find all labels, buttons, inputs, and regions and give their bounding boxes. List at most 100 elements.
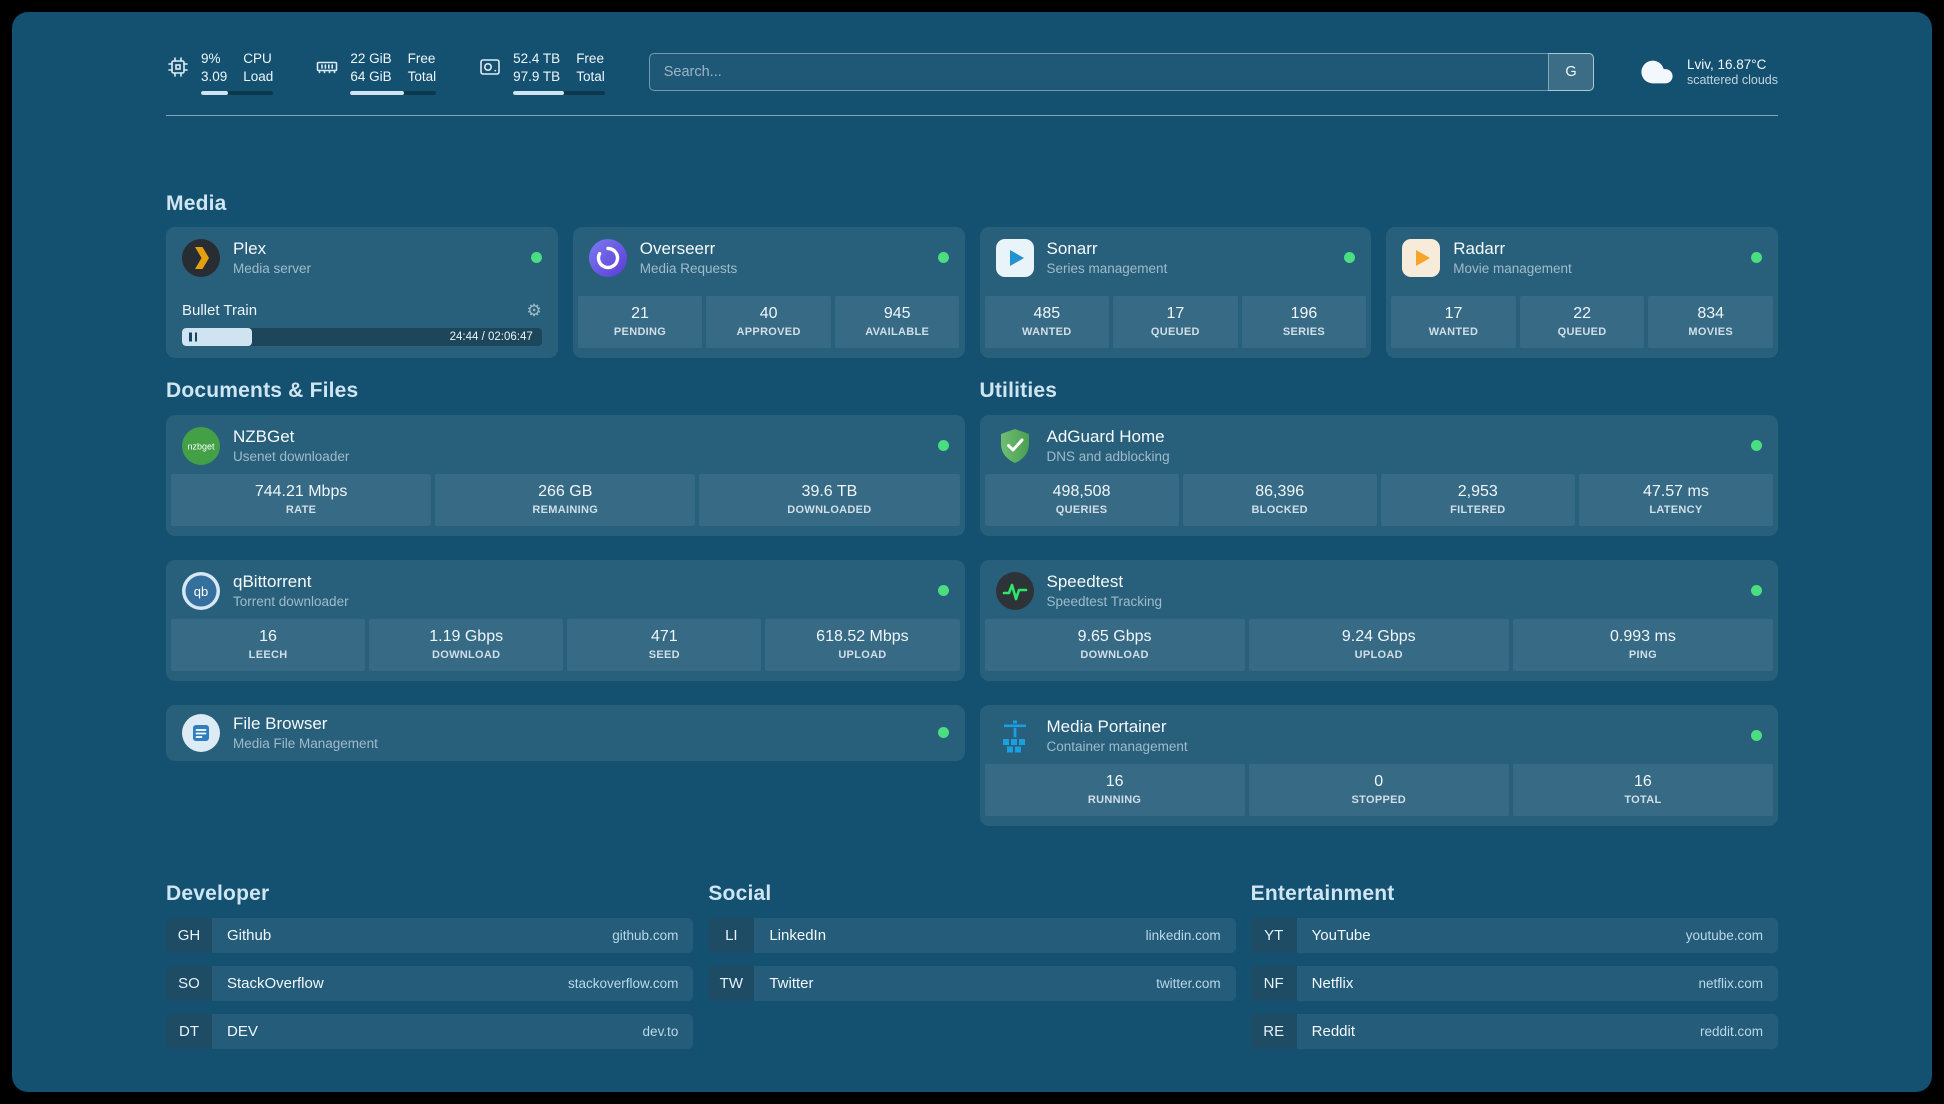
service-name: Speedtest — [1046, 572, 1124, 592]
settings-icon[interactable]: ⚙ — [526, 300, 542, 320]
documents-section: Documents & Files nzbget NZBGet Usenet d… — [166, 379, 965, 826]
overseerr-icon — [588, 238, 627, 277]
service-card-sonarr[interactable]: Sonarr Series management 485 WANTED 17 Q… — [979, 226, 1372, 358]
status-indicator — [530, 252, 542, 264]
bookmark-name: StackOverflow — [227, 974, 324, 992]
service-card-filebrowser[interactable]: File Browser Media File Management — [166, 704, 965, 761]
bookmark-domain: twitter.com — [1156, 975, 1221, 991]
service-subtitle: Speedtest Tracking — [1046, 594, 1163, 610]
service-subtitle: DNS and adblocking — [1046, 449, 1170, 465]
service-name: Media Portainer — [1046, 717, 1167, 737]
section-title-entertainment: Entertainment — [1250, 881, 1395, 905]
service-card-speedtest[interactable]: Speedtest Speedtest Tracking 9.65 Gbps D… — [979, 559, 1778, 681]
service-subtitle: Series management — [1046, 261, 1168, 277]
status-indicator — [937, 585, 949, 597]
service-card-qbittorrent[interactable]: qb qBittorrent Torrent downloader 16 — [166, 559, 965, 681]
cpu-labels: CPU Load — [243, 51, 274, 84]
service-subtitle: Media server — [233, 261, 312, 277]
speedtest-icon — [995, 571, 1034, 610]
service-subtitle: Media Requests — [639, 261, 738, 277]
bookmark-name: YouTube — [1311, 926, 1371, 944]
status-indicator — [937, 440, 949, 452]
service-card-nzbget[interactable]: nzbget NZBGet Usenet downloader 744.21 M… — [166, 414, 965, 536]
bookmark-abbr: GH — [166, 917, 212, 953]
service-card-adguard[interactable]: AdGuard Home DNS and adblocking 498,508 … — [979, 414, 1778, 536]
status-indicator — [937, 727, 949, 739]
search-form: G — [648, 53, 1594, 92]
filebrowser-icon — [182, 713, 220, 752]
search-provider-button[interactable]: G — [1547, 53, 1594, 92]
cloud-icon — [1638, 55, 1676, 89]
service-card-overseerr[interactable]: Overseerr Media Requests 21 PENDING 40 A… — [572, 226, 965, 358]
service-name: Sonarr — [1046, 239, 1098, 259]
disk-widget: 52.4 TB 97.9 TB Free Total — [478, 50, 605, 95]
bookmark-name: Github — [227, 926, 272, 944]
stat-movies: 834 MOVIES — [1648, 295, 1773, 348]
top-bar: 9% 3.09 CPU Load — [166, 50, 1778, 95]
service-card-portainer[interactable]: Media Portainer Container management 16 … — [979, 704, 1778, 826]
portainer-icon — [996, 717, 1034, 755]
bookmark-abbr: DT — [166, 1013, 212, 1049]
stat-ping: 0.993 ms PING — [1512, 618, 1774, 671]
bookmark-reddit[interactable]: RE Reddit reddit.com — [1250, 1013, 1778, 1049]
service-name: Radarr — [1453, 239, 1506, 259]
playback-time: 24:44 / 02:06:47 — [449, 330, 533, 343]
service-card-plex[interactable]: Plex Media server Bullet Train ⚙ — [166, 226, 558, 358]
status-indicator — [1751, 730, 1762, 742]
bookmark-youtube[interactable]: YT YouTube youtube.com — [1250, 917, 1778, 953]
playback-progress-bar[interactable]: 24:44 / 02:06:47 — [182, 327, 542, 346]
status-indicator — [1344, 252, 1356, 264]
memory-labels: Free Total — [407, 51, 437, 84]
bookmark-dev[interactable]: DT DEV dev.to — [166, 1013, 694, 1049]
section-title-media: Media — [166, 191, 227, 215]
cpu-progress-bar — [201, 90, 274, 95]
cpu-values: 9% 3.09 — [201, 51, 228, 84]
bookmark-github[interactable]: GH Github github.com — [166, 917, 694, 953]
stat-total: 16 TOTAL — [1512, 763, 1774, 816]
service-card-radarr[interactable]: Radarr Movie management 17 WANTED 22 QUE… — [1386, 226, 1778, 358]
stat-upload: 618.52 Mbps UPLOAD — [765, 618, 960, 671]
stat-leech: 16 LEECH — [171, 618, 366, 671]
stat-download: 1.19 Gbps DOWNLOAD — [369, 618, 564, 671]
status-indicator — [1751, 440, 1762, 452]
bookmark-domain: github.com — [612, 927, 679, 943]
utilities-section: Utilities — [979, 379, 1778, 826]
stat-running: 16 RUNNING — [984, 763, 1245, 816]
nzbget-icon: nzbget — [182, 426, 220, 465]
weather-condition: scattered clouds — [1686, 73, 1778, 88]
stat-downloaded: 39.6 TB DOWNLOADED — [699, 473, 960, 526]
stat-latency: 47.57 ms LATENCY — [1578, 473, 1773, 526]
status-indicator — [1751, 252, 1762, 264]
service-name: Overseerr — [639, 239, 716, 259]
pause-button[interactable] — [189, 332, 197, 342]
stat-blocked: 86,396 BLOCKED — [1182, 473, 1377, 526]
disk-progress-bar — [513, 90, 605, 95]
stat-seed: 471 SEED — [567, 618, 762, 671]
stat-remaining: 266 GB REMAINING — [435, 473, 696, 526]
search-input[interactable] — [648, 53, 1594, 92]
bookmark-name: Netflix — [1311, 974, 1354, 992]
bookmark-twitter[interactable]: TW Twitter twitter.com — [708, 965, 1236, 1001]
bookmark-name: LinkedIn — [769, 926, 827, 944]
service-subtitle: Container management — [1046, 739, 1188, 755]
bookmark-abbr: TW — [708, 965, 755, 1001]
bookmark-domain: netflix.com — [1698, 975, 1763, 991]
resource-widgets: 9% 3.09 CPU Load — [166, 50, 605, 95]
bookmark-stackoverflow[interactable]: SO StackOverflow stackoverflow.com — [166, 965, 694, 1001]
bookmark-netflix[interactable]: NF Netflix netflix.com — [1250, 965, 1778, 1001]
now-playing-title: Bullet Train — [182, 301, 258, 319]
service-subtitle: Usenet downloader — [233, 449, 350, 465]
bookmark-abbr: NF — [1250, 965, 1297, 1001]
memory-progress-bar — [350, 90, 437, 95]
sonarr-icon — [995, 238, 1034, 277]
bookmark-domain: youtube.com — [1685, 927, 1763, 943]
bookmark-linkedin[interactable]: LI LinkedIn linkedin.com — [708, 917, 1236, 953]
stat-rate: 744.21 Mbps RATE — [171, 473, 432, 526]
status-indicator — [937, 252, 949, 264]
bookmark-name: Twitter — [769, 974, 814, 992]
svg-text:qb: qb — [194, 584, 208, 599]
stat-filtered: 2,953 FILTERED — [1380, 473, 1575, 526]
svg-text:nzbget: nzbget — [187, 441, 215, 451]
adguard-icon — [996, 427, 1034, 465]
stat-available: 945 AVAILABLE — [834, 295, 960, 348]
